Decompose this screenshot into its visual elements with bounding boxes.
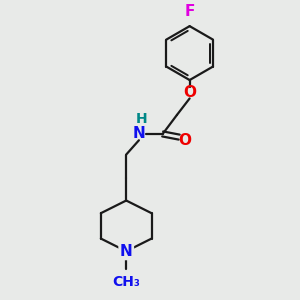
Text: O: O bbox=[178, 133, 191, 148]
Text: O: O bbox=[183, 85, 196, 100]
Text: F: F bbox=[184, 4, 195, 19]
Text: N: N bbox=[120, 244, 133, 259]
Text: CH₃: CH₃ bbox=[112, 275, 140, 289]
Text: H: H bbox=[136, 112, 147, 126]
Text: N: N bbox=[133, 126, 145, 141]
